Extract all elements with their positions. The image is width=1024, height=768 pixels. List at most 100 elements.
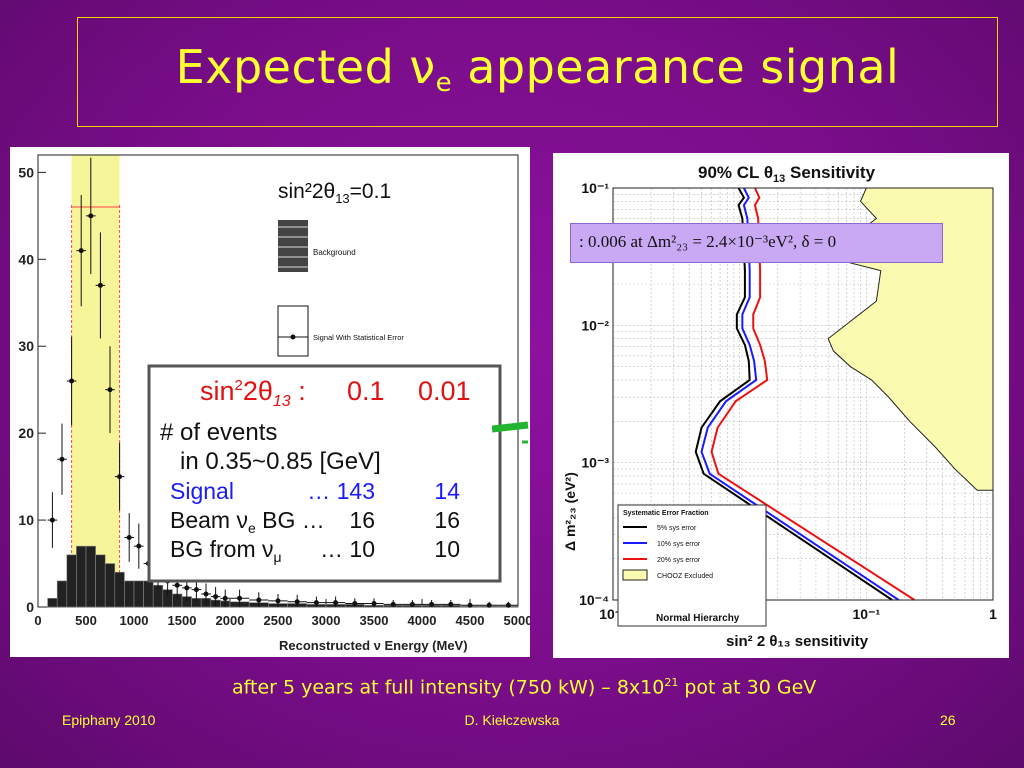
background-bar [47, 598, 58, 608]
signal-point [174, 582, 180, 588]
histogram-x-tick-label: 1500 [168, 613, 197, 628]
signal-point [97, 282, 103, 288]
background-bar [124, 580, 135, 608]
sensitivity-legend-label: 5% sys error [657, 525, 697, 532]
energy-histogram-panel: 0 10 20 30 40 50 0 500 1000 1500 2000 2500 3000 3500 4… [10, 147, 532, 657]
sensitivity-legend-label: 20% sys error [657, 557, 701, 564]
background-bar [95, 554, 106, 608]
event-table-row-value1: … 10 [320, 536, 375, 562]
sensitivity-y-tick-label: 10⁻² [581, 317, 609, 333]
histogram-x-tick-label: 4000 [408, 613, 437, 628]
legend-background-swatch [278, 220, 308, 272]
signal-point [313, 600, 319, 606]
sensitivity-y-tick-label: 10⁻¹ [581, 180, 609, 196]
sensitivity-x-label: sin² 2 θ₁₃ sensitivity [726, 633, 869, 650]
sensitivity-curve [700, 187, 900, 601]
histogram-x-tick-label: 3500 [360, 613, 389, 628]
signal-point [136, 543, 142, 549]
signal-point [222, 595, 228, 601]
background-bar [66, 554, 77, 608]
histogram-x-label: Reconstructed ν Energy (MeV) [279, 638, 468, 653]
sensitivity-legend-label: 10% sys error [657, 541, 701, 548]
histogram-y-tick-label: 20 [18, 425, 34, 441]
signal-point [88, 213, 94, 219]
signal-point [69, 378, 75, 384]
footer-event: Epiphany 2010 [62, 712, 156, 728]
selection-window-band [71, 155, 120, 607]
title-main: Expected ν [175, 40, 436, 94]
event-table-row-value2: 10 [434, 536, 460, 562]
sensitivity-annotation-box: : 0.006 at Δm²₂₃ = 2.4×10⁻³eV², δ = 0 [570, 223, 943, 263]
sensitivity-annotation-text: : 0.006 at Δm²₂₃ = 2.4×10⁻³eV², δ = 0 [579, 232, 837, 251]
event-table-row-value2: 16 [434, 507, 460, 533]
sensitivity-legend-label: CHOOZ Excluded [657, 573, 713, 580]
background-bar [76, 545, 87, 608]
signal-point [275, 598, 281, 604]
green-arrow-fragment [492, 421, 529, 444]
histogram-y-tick-label: 40 [18, 251, 34, 267]
background-bar [133, 580, 144, 608]
signal-point [203, 591, 209, 597]
footnote: after 5 years at full intensity (750 kW)… [232, 676, 816, 698]
chooz-excluded-region [814, 187, 994, 491]
legend-title: sin²2θ13=0.1 [278, 180, 391, 206]
histogram-x-tick-label: 3000 [312, 613, 341, 628]
event-table-row-value1: … 143 [307, 478, 375, 504]
sensitivity-y-label: Δ m²₂₃ (eV²) [562, 472, 578, 551]
footnote-tail: pot at 30 GeV [678, 676, 817, 699]
title-rest: appearance signal [452, 40, 900, 94]
signal-point [184, 585, 190, 591]
histogram-y-tick-label: 10 [18, 512, 34, 528]
signal-point [505, 602, 511, 608]
legend-signal-label: Signal With Statistical Error [313, 333, 404, 342]
signal-point [448, 601, 454, 607]
event-table-line1: # of events [160, 419, 277, 446]
signal-point [256, 597, 262, 603]
event-table-row-label: BG from νμ [170, 536, 282, 565]
signal-point [352, 601, 358, 607]
histogram-x-tick-label: 4500 [456, 613, 485, 628]
sensitivity-curve [694, 187, 893, 601]
signal-point [193, 587, 199, 593]
event-table-row-value2: 14 [434, 478, 460, 504]
sensitivity-title: 90% CL θ13 Sensitivity [698, 163, 876, 185]
sensitivity-y-tick-label: 10⁻³ [581, 455, 609, 471]
histogram-y-tick-label: 50 [18, 164, 34, 180]
sensitivity-legend-title: Systematic Error Fraction [623, 510, 709, 517]
footnote-text: after 5 years at full intensity (750 kW)… [232, 676, 665, 699]
signal-point [213, 594, 219, 600]
histogram-x-tick-label: 500 [75, 613, 97, 628]
signal-point [390, 601, 396, 607]
background-bar [56, 580, 68, 608]
background-bar [104, 563, 116, 608]
signal-point [59, 456, 65, 462]
sensitivity-legend-swatch [622, 569, 648, 581]
histogram-x-tick-label: 5000 [504, 613, 530, 628]
signal-point [409, 601, 415, 607]
legend-signal-marker [290, 334, 296, 340]
event-table-header: sin22θ13 :0.1 0.01 [200, 376, 471, 410]
sensitivity-frame [612, 187, 994, 601]
event-table-line2: in 0.35~0.85 [GeV] [180, 448, 381, 475]
histogram-y-tick-label: 30 [18, 338, 34, 354]
histogram-x-tick-label: 2000 [216, 613, 245, 628]
signal-point [486, 602, 492, 608]
background-bar [85, 545, 96, 608]
signal-point [117, 474, 123, 480]
event-table-row-label: Signal [170, 478, 234, 504]
sensitivity-y-tick-label: 10⁻⁴ [579, 592, 609, 608]
signal-point [294, 599, 300, 605]
signal-point [467, 602, 473, 608]
signal-point [49, 517, 55, 523]
signal-point [333, 600, 339, 606]
signal-point [429, 601, 435, 607]
signal-point [107, 387, 113, 393]
histogram-x-tick-label: 1000 [120, 613, 149, 628]
sensitivity-legend-footer: Normal Hierarchy [656, 613, 740, 624]
event-table-box [147, 364, 502, 583]
background-bar [114, 571, 125, 608]
signal-point [78, 248, 84, 254]
sensitivity-curve [710, 187, 916, 601]
signal-point [126, 534, 132, 540]
